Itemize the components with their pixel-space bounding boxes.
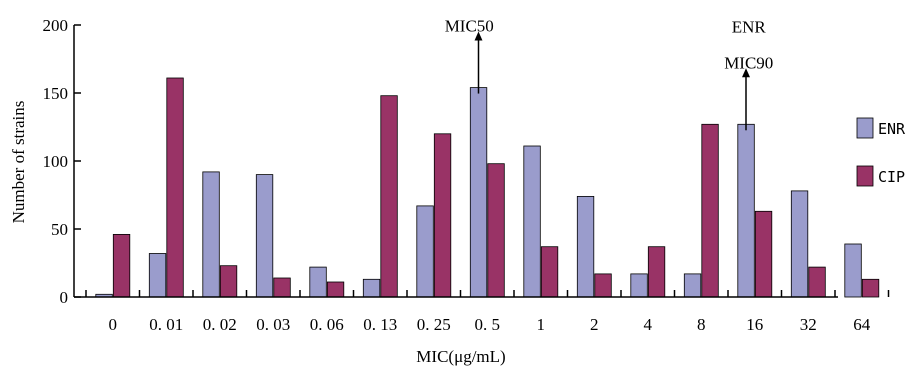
bar-cip-12 [754, 210, 773, 298]
bar-cip-9 [594, 273, 612, 298]
x-tick-label: 32 [800, 315, 817, 334]
bar-enr-5 [362, 278, 381, 298]
bar-enr-1 [148, 253, 167, 298]
annotation-label: MIC90 [724, 53, 773, 72]
bar-enr-6 [416, 205, 434, 298]
y-tick-label: 50 [51, 220, 68, 239]
bar-enr-3 [255, 174, 274, 298]
bar-enr-12 [737, 123, 755, 298]
bar-cip-6 [433, 133, 452, 298]
legend-swatch-enr [856, 117, 874, 139]
y-tick-label: 200 [43, 16, 69, 35]
bar-cip-3 [273, 277, 291, 298]
x-tick-label: 4 [644, 315, 653, 334]
x-tick-label: 2 [590, 315, 599, 334]
bar-enr-9 [576, 195, 595, 298]
x-tick-label: 1 [537, 315, 546, 334]
x-tick-label: 0. 25 [417, 315, 451, 334]
x-tick-label: 0. 01 [149, 315, 183, 334]
bar-cip-10 [647, 246, 666, 298]
bar-enr-11 [683, 273, 702, 298]
bar-cip-13 [808, 266, 826, 298]
bar-cip-0 [112, 233, 131, 298]
y-tick-label: 150 [43, 84, 69, 103]
bar-enr-14 [844, 243, 862, 298]
y-tick-label: 0 [60, 288, 69, 307]
legend-label-cip: CIP [878, 168, 905, 186]
y-axis-title: Number of strains [9, 101, 28, 224]
bar-enr-10 [630, 273, 648, 298]
x-tick-label: 0. 06 [310, 315, 344, 334]
x-tick-label: 16 [746, 315, 763, 334]
bar-cip-4 [326, 281, 345, 298]
annotation-label: ENR [732, 17, 767, 36]
legend-swatch-cip [856, 165, 874, 187]
y-tick-label: 100 [43, 152, 69, 171]
bar-enr-8 [523, 145, 541, 298]
bar-cip-7 [487, 163, 505, 298]
x-axis-title: MIC(μg/mL) [416, 347, 505, 366]
x-tick-label: 0. 02 [203, 315, 237, 334]
bar-cip-8 [540, 246, 559, 298]
x-tick-label: 0. 03 [256, 315, 290, 334]
bar-enr-4 [309, 266, 327, 298]
legend-label-enr: ENR [878, 120, 906, 138]
bar-cip-14 [861, 278, 880, 298]
x-tick-label: 64 [853, 315, 871, 334]
bar-cip-5 [380, 95, 398, 298]
x-tick-label: 8 [697, 315, 706, 334]
annotation-label: MIC50 [445, 17, 494, 36]
x-tick-label: 0. 5 [475, 315, 501, 334]
bar-cip-2 [219, 265, 238, 298]
bar-enr-2 [202, 171, 220, 298]
bar-cip-11 [701, 123, 719, 298]
bar-cip-1 [166, 77, 184, 298]
x-tick-label: 0. 13 [363, 315, 397, 334]
bar-enr-7 [469, 87, 488, 298]
x-tick-label: 0 [109, 315, 118, 334]
bar-enr-13 [790, 190, 809, 298]
